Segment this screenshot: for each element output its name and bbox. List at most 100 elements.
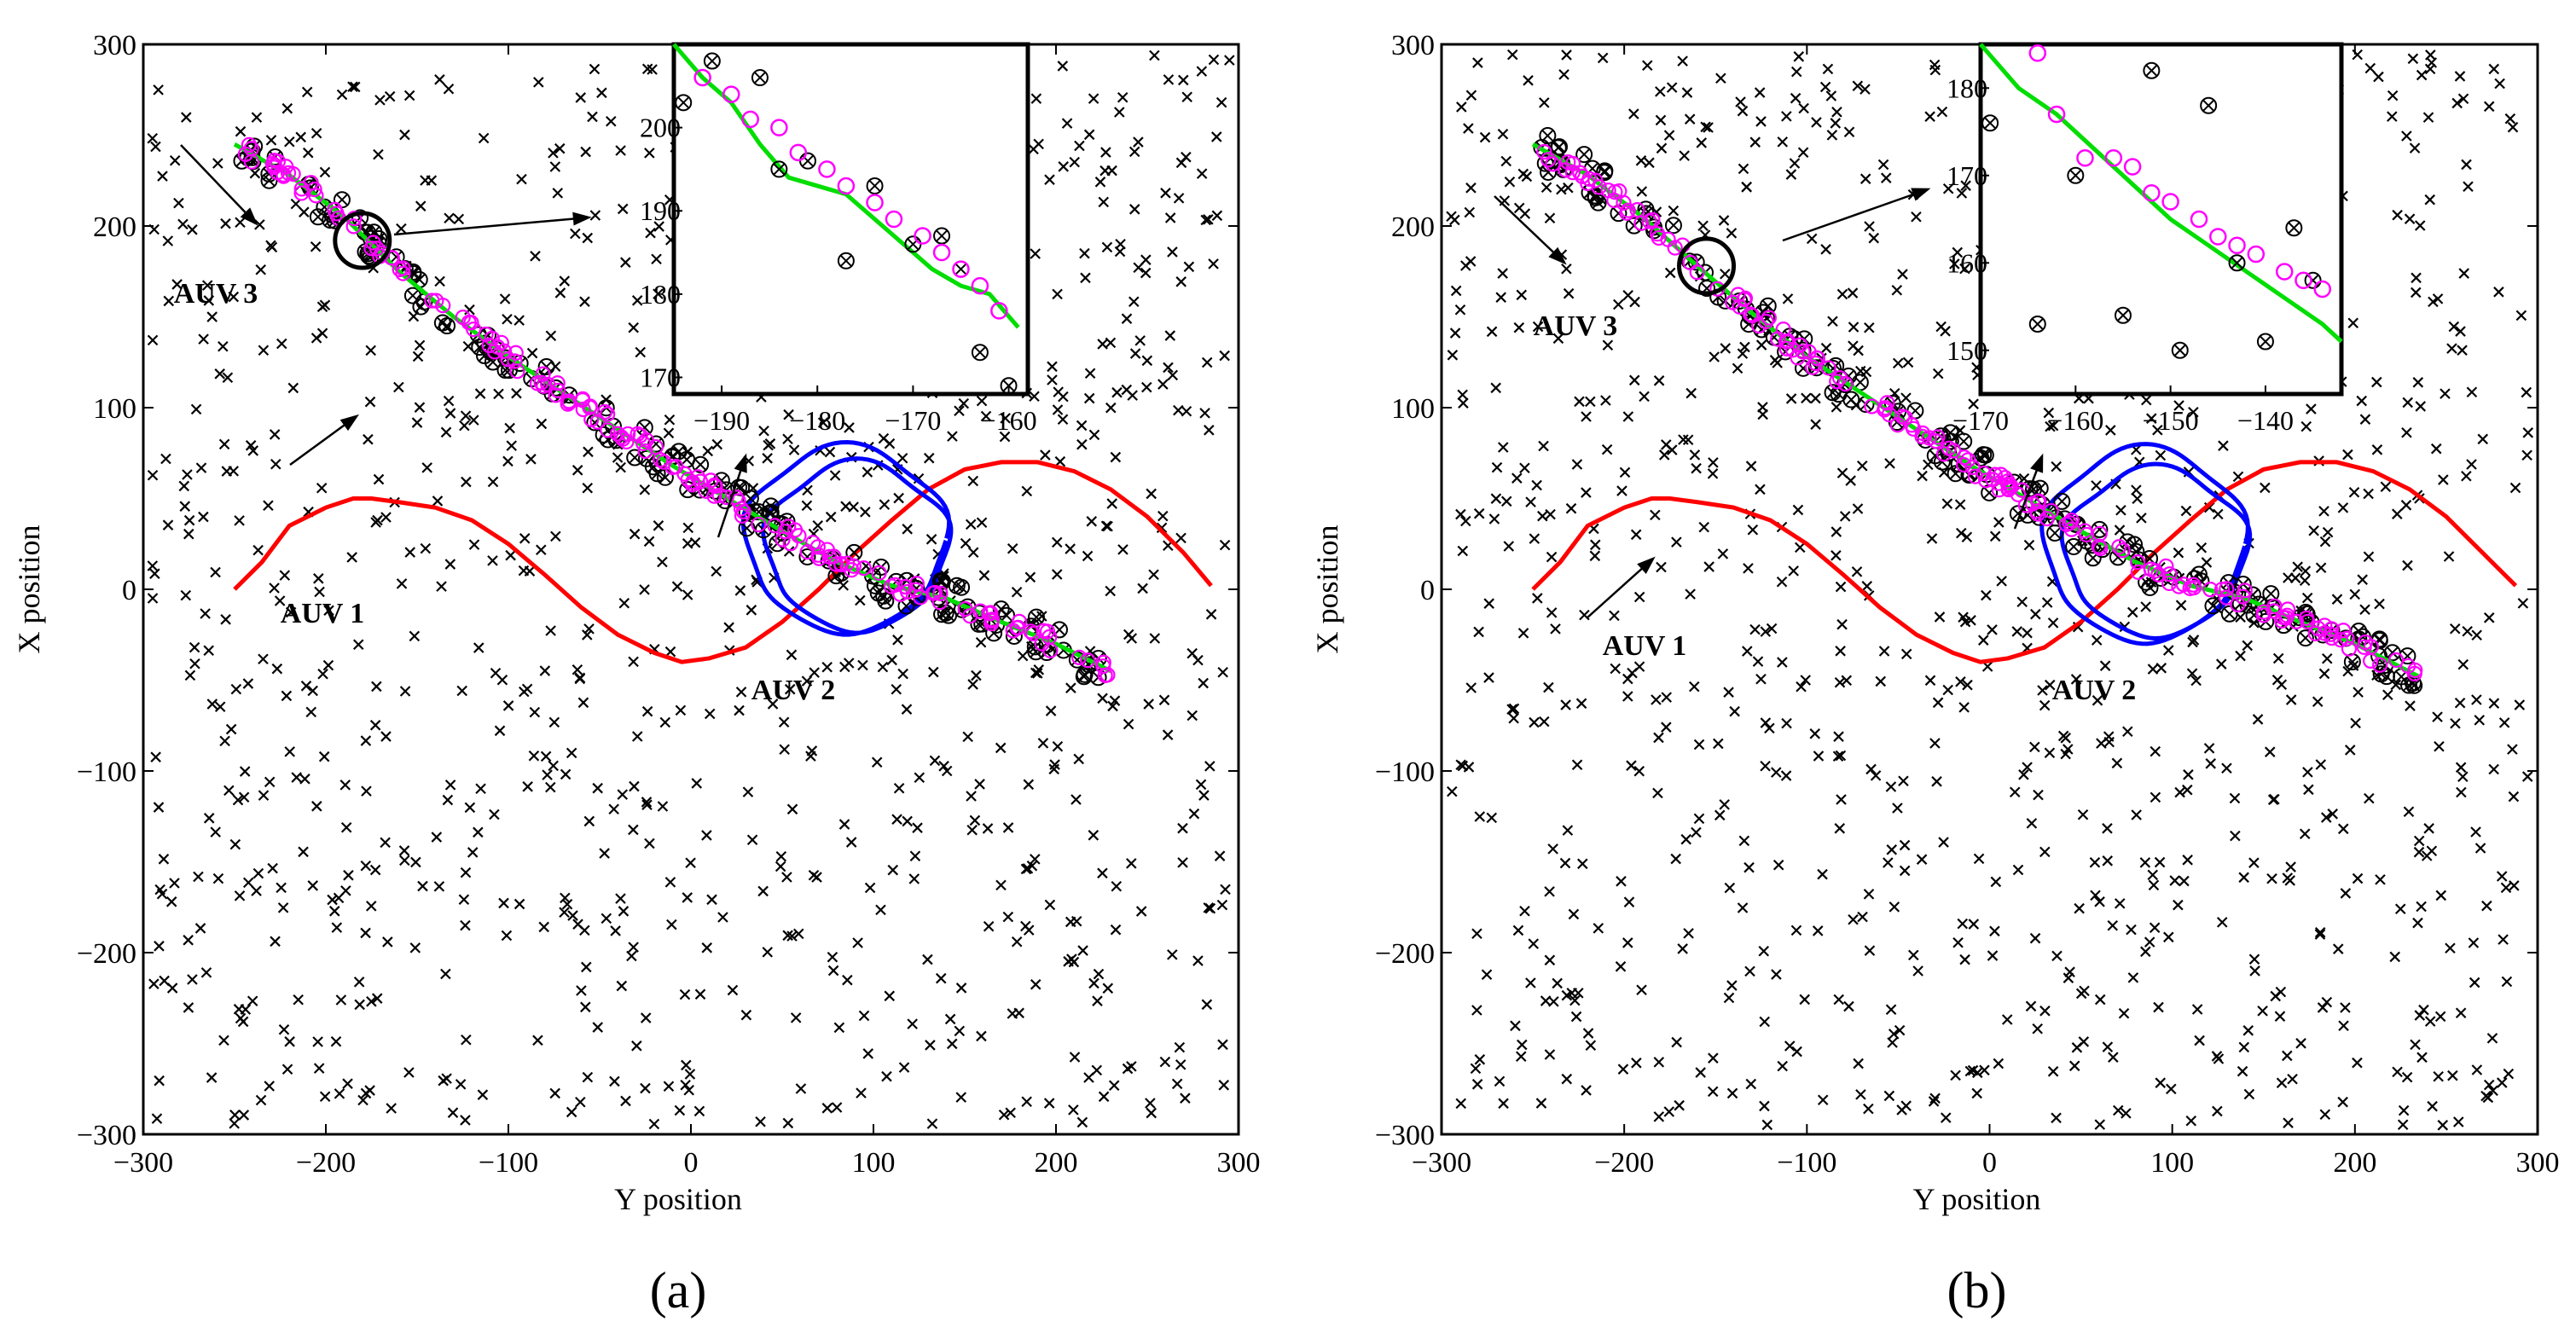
landmark-marker bbox=[784, 683, 796, 695]
landmark-marker bbox=[1865, 763, 1877, 775]
landmark-marker bbox=[928, 666, 939, 678]
landmark-marker bbox=[1141, 355, 1153, 367]
landmark-marker bbox=[2299, 828, 2311, 840]
landmark-marker bbox=[702, 445, 714, 457]
landmark-marker bbox=[180, 589, 192, 601]
landmark-marker bbox=[2012, 864, 2024, 876]
landmark-marker bbox=[2521, 386, 2532, 398]
landmark-marker bbox=[2045, 420, 2056, 432]
landmark-marker bbox=[779, 744, 790, 756]
landmark-marker bbox=[2312, 696, 2324, 708]
estimated-position-marker bbox=[560, 393, 577, 409]
landmark-marker bbox=[301, 86, 313, 98]
landmark-marker bbox=[2029, 741, 2040, 753]
landmark-marker bbox=[1678, 434, 1689, 445]
landmark-marker bbox=[1715, 72, 1726, 84]
landmark-marker bbox=[781, 872, 792, 883]
landmark-marker bbox=[548, 148, 559, 159]
landmark-marker bbox=[2009, 786, 2021, 798]
landmark-marker bbox=[2302, 767, 2313, 778]
landmark-marker bbox=[310, 241, 322, 252]
landmark-marker bbox=[281, 690, 293, 702]
landmark-marker bbox=[1214, 850, 1226, 861]
landmark-marker bbox=[302, 147, 314, 159]
landmark-marker bbox=[247, 995, 258, 1007]
landmark-marker bbox=[2274, 1011, 2286, 1022]
landmark-marker bbox=[284, 746, 295, 757]
landmark-marker bbox=[1157, 510, 1169, 522]
landmark-marker bbox=[1853, 1058, 1864, 1069]
landmark-marker bbox=[1771, 969, 1782, 980]
landmark-marker bbox=[1616, 485, 1627, 496]
observed-landmark-marker bbox=[845, 543, 863, 561]
landmark-marker bbox=[2507, 121, 2519, 133]
landmark-marker bbox=[2070, 674, 2082, 685]
landmark-marker bbox=[1661, 439, 1672, 450]
landmark-marker bbox=[1888, 1029, 1900, 1040]
auv2-trajectory bbox=[740, 439, 954, 637]
x-tick-label: −300 bbox=[1412, 1147, 1471, 1179]
landmark-marker bbox=[1052, 740, 1064, 752]
landmark-marker bbox=[2387, 90, 2399, 101]
landmark-marker bbox=[1517, 628, 1529, 639]
landmark-marker bbox=[1602, 339, 1614, 351]
landmark-marker bbox=[1757, 402, 1768, 413]
landmark-marker bbox=[462, 340, 474, 352]
estimated-position-marker bbox=[632, 427, 648, 443]
landmark-marker bbox=[399, 129, 410, 141]
landmark-marker bbox=[582, 1071, 594, 1083]
landmark-marker bbox=[1490, 493, 1502, 504]
landmark-marker bbox=[1932, 697, 1944, 709]
landmark-marker bbox=[1508, 712, 1519, 724]
landmark-marker bbox=[2173, 400, 2184, 411]
landmark-marker bbox=[1134, 335, 1146, 346]
landmark-marker bbox=[682, 892, 693, 903]
landmark-marker bbox=[2457, 658, 2469, 670]
landmark-marker bbox=[560, 768, 571, 780]
landmark-marker bbox=[354, 999, 365, 1011]
landmark-marker bbox=[746, 605, 757, 616]
landmark-marker bbox=[1013, 1007, 1024, 1019]
landmark-marker bbox=[1162, 729, 1174, 740]
estimated-position-marker bbox=[2161, 575, 2178, 592]
landmark-marker bbox=[2480, 1090, 2492, 1102]
landmark-marker bbox=[1671, 536, 1682, 548]
landmark-marker bbox=[762, 453, 773, 464]
inset-observed-landmark bbox=[2228, 254, 2246, 272]
landmark-marker bbox=[1674, 1099, 1685, 1111]
inset-y-tick-label: 180 bbox=[640, 279, 681, 310]
landmark-marker bbox=[817, 417, 829, 428]
landmark-marker bbox=[1528, 938, 1540, 949]
landmark-marker bbox=[1550, 623, 1561, 635]
inset-x-tick-label: −170 bbox=[1952, 405, 2009, 436]
landmark-marker bbox=[456, 685, 468, 697]
estimated-position-marker bbox=[908, 576, 925, 592]
landmark-marker bbox=[901, 704, 913, 715]
landmark-marker bbox=[2212, 1105, 2223, 1117]
landmark-marker bbox=[967, 547, 979, 559]
landmark-marker bbox=[1143, 698, 1154, 710]
landmark-marker bbox=[2434, 740, 2445, 752]
landmark-marker bbox=[2103, 731, 2115, 742]
estimated-position-marker bbox=[1581, 171, 1598, 187]
estimated-position-marker bbox=[2039, 510, 2055, 527]
landmark-marker bbox=[299, 774, 310, 785]
landmark-marker bbox=[1695, 1067, 1706, 1078]
landmark-marker bbox=[1955, 676, 1966, 687]
landmark-marker bbox=[2416, 69, 2428, 81]
landmark-marker bbox=[1561, 49, 1572, 61]
landmark-marker bbox=[2455, 762, 2467, 774]
landmark-marker bbox=[1887, 1037, 1898, 1048]
landmark-marker bbox=[1128, 296, 1140, 308]
landmark-marker bbox=[2114, 525, 2126, 536]
landmark-marker bbox=[1076, 1116, 1088, 1128]
x-tick-label: 0 bbox=[684, 1147, 699, 1179]
landmark-marker bbox=[1700, 121, 1711, 133]
landmark-marker bbox=[693, 1105, 705, 1117]
landmark-marker bbox=[2318, 506, 2329, 517]
landmark-marker bbox=[639, 484, 651, 496]
landmark-marker bbox=[839, 661, 850, 673]
landmark-marker bbox=[360, 927, 371, 939]
estimated-position-marker bbox=[1999, 476, 2016, 492]
